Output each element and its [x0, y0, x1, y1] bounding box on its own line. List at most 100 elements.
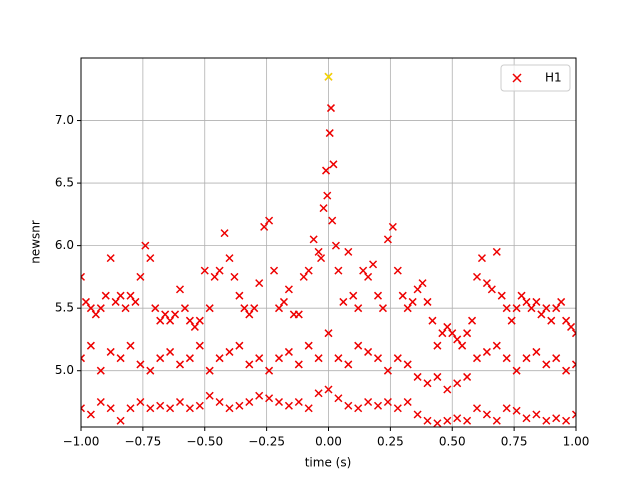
plot-frame [80, 57, 577, 428]
point [96, 304, 105, 313]
point [482, 410, 491, 419]
point [141, 241, 150, 250]
point [522, 297, 531, 306]
point [136, 397, 145, 407]
point [314, 354, 323, 363]
point [334, 354, 343, 363]
point [265, 394, 274, 403]
point [413, 372, 422, 381]
point [354, 304, 363, 313]
point [428, 316, 437, 325]
x-tick-label: 0.50 [439, 435, 466, 449]
point [235, 291, 244, 300]
point [175, 285, 185, 294]
point [492, 416, 501, 425]
y-tick-label: 6.0 [55, 238, 74, 252]
point [364, 272, 373, 281]
point [512, 366, 521, 375]
point [185, 354, 194, 363]
point [571, 360, 576, 369]
point [136, 272, 145, 281]
point [151, 304, 160, 313]
point [265, 216, 274, 225]
point [274, 354, 284, 363]
point [433, 372, 442, 381]
point [388, 222, 397, 231]
point [86, 410, 95, 419]
x-tick-label: −0.50 [186, 435, 223, 449]
point [245, 310, 254, 319]
point [552, 304, 561, 313]
point [571, 410, 576, 419]
point [106, 254, 115, 263]
point [383, 366, 392, 375]
point [166, 347, 175, 356]
point [81, 272, 86, 281]
point [205, 366, 214, 375]
point [294, 310, 303, 319]
point [453, 414, 462, 423]
point [547, 316, 556, 325]
point [403, 360, 412, 369]
point [502, 354, 511, 363]
point [255, 279, 264, 288]
point [96, 397, 105, 407]
point [517, 291, 526, 300]
point [294, 397, 303, 407]
point [331, 241, 340, 250]
point [111, 297, 120, 306]
point [279, 297, 288, 306]
point [373, 354, 383, 363]
point [453, 335, 462, 344]
point [255, 391, 264, 400]
point [562, 366, 571, 375]
plot-area [81, 72, 576, 427]
point [562, 316, 571, 325]
point [317, 254, 326, 263]
x-tick-label: 0.25 [377, 435, 404, 449]
point [472, 272, 482, 281]
point [116, 291, 125, 300]
point [463, 329, 472, 338]
point [314, 389, 323, 398]
point [325, 129, 334, 138]
point [364, 347, 373, 356]
point [314, 247, 323, 256]
point [393, 266, 402, 275]
point [472, 404, 482, 413]
point [393, 404, 402, 413]
point [225, 404, 234, 413]
point [136, 360, 145, 369]
point [299, 272, 308, 281]
point [235, 401, 244, 410]
point [487, 285, 496, 294]
point [324, 329, 333, 338]
point [468, 316, 477, 325]
point [326, 104, 336, 113]
point [274, 397, 284, 407]
point [86, 304, 95, 313]
point [171, 310, 180, 319]
point [309, 235, 318, 244]
point [126, 404, 135, 413]
point [230, 272, 239, 281]
point [319, 204, 328, 213]
point [225, 347, 234, 356]
point [522, 414, 531, 423]
point [185, 316, 194, 325]
point [304, 341, 313, 350]
point [304, 404, 313, 413]
point [403, 397, 412, 407]
point [482, 279, 491, 288]
point [453, 379, 462, 388]
point [205, 304, 214, 313]
point [321, 166, 331, 175]
point [373, 401, 383, 410]
y-tick-label: 7.0 [55, 113, 74, 127]
point [463, 416, 472, 425]
point [334, 266, 343, 275]
point [369, 260, 378, 269]
point [126, 341, 135, 350]
point [81, 297, 90, 306]
point [260, 222, 269, 231]
